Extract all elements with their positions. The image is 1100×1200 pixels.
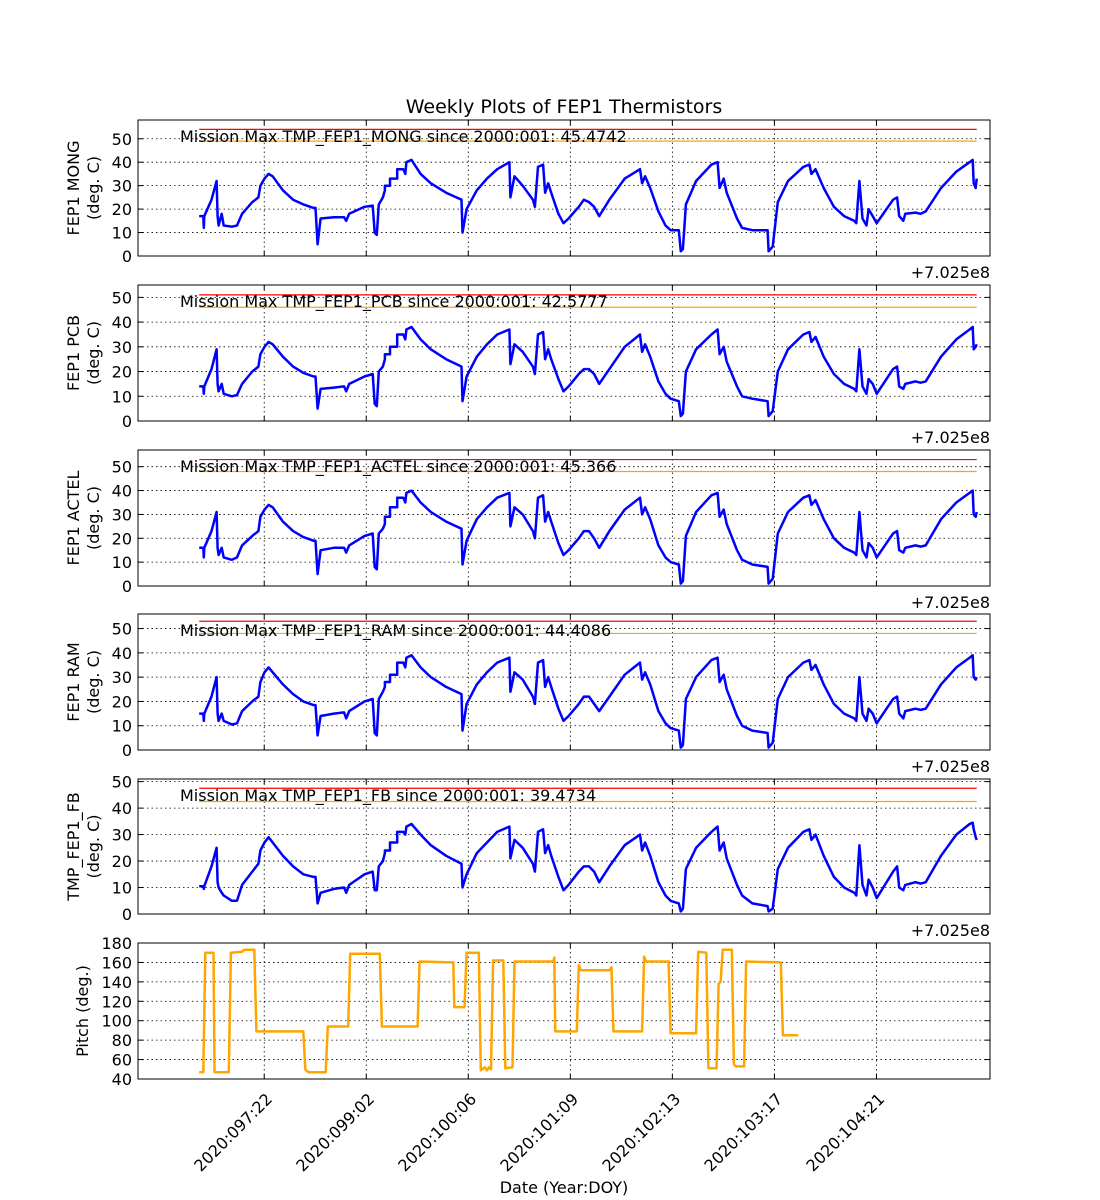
y-tick-label: 120 [101, 992, 132, 1011]
y-tick-label: 40 [112, 313, 132, 332]
y-tick-label: 50 [112, 620, 132, 639]
y-tick-label: 50 [112, 773, 132, 792]
y-tick-label: 50 [112, 288, 132, 307]
x-axis-label: Date (Year:DOY) [500, 1178, 629, 1197]
mission-max-annotation: Mission Max TMP_FEP1_MONG since 2000:001… [180, 127, 627, 147]
y-axis-label: FEP1 PCB [64, 315, 83, 391]
subplot-panels: 0 10 20 30 40 50 Mission Max TMP_FEP1_MONG sin… [64, 119, 991, 1089]
series-line-1 [199, 489, 978, 585]
axes-frame [137, 942, 991, 1080]
y-tick-label: 0 [122, 741, 132, 760]
y-axis-label: FEP1 ACTEL [64, 470, 83, 565]
y-tick-label: 0 [122, 577, 132, 596]
y-tick-label: 10 [112, 553, 132, 572]
y-axis-unit-label: (deg. C) [84, 321, 103, 385]
y-axis-unit-label: (deg. C) [84, 815, 103, 879]
y-tick-label: 0 [122, 905, 132, 924]
y-tick-label: 30 [112, 177, 132, 196]
subplot-1: 0 10 20 30 40 50 Mission Max TMP_FEP1_MONG sin… [64, 119, 991, 282]
mission-max-annotation: Mission Max TMP_FEP1_RAM since 2000:001:… [180, 621, 611, 641]
y-tick-label: 30 [112, 505, 132, 524]
subplot-5: 0 10 20 30 40 50 Mission Max TMP_FEP1_FB since… [64, 773, 991, 940]
x-tick-label: 2020:101:09 [496, 1089, 582, 1175]
x-tick-label: 2020:104:21 [802, 1089, 888, 1175]
y-tick-label: 60 [112, 1051, 132, 1070]
y-tick-label: 30 [112, 338, 132, 357]
y-tick-label: 10 [112, 387, 132, 406]
x-tick-label: 2020:099:02 [292, 1089, 378, 1175]
y-tick-label: 40 [112, 1070, 132, 1089]
y-axis-label: FEP1 MONG [64, 141, 83, 236]
offset-label: +7.025e8 [911, 428, 990, 447]
y-axis-label: TMP_FEP1_FB [64, 792, 84, 902]
axes-frame [137, 613, 991, 751]
offset-label: +7.025e8 [911, 263, 990, 282]
y-axis-label: FEP1 RAM [64, 642, 83, 721]
y-tick-label: 10 [112, 717, 132, 736]
y-tick-label: 20 [112, 529, 132, 548]
y-tick-label: 140 [101, 973, 132, 992]
y-tick-label: 30 [112, 826, 132, 845]
y-tick-label: 20 [112, 692, 132, 711]
x-axis-tick-labels: 2020:097:22 2020:099:02 2020:100:06 2020:10… [190, 1089, 888, 1175]
y-axis-unit-label: (deg. C) [84, 486, 103, 550]
offset-label: +7.025e8 [911, 757, 990, 776]
figure-title: Weekly Plots of FEP1 Thermistors [406, 96, 723, 118]
axes-frame [137, 449, 991, 587]
y-tick-label: 40 [112, 644, 132, 663]
y-tick-label: 10 [112, 879, 132, 898]
y-axis-unit-label: (deg. C) [84, 650, 103, 714]
x-tick-label: 2020:100:06 [394, 1089, 480, 1175]
mission-max-annotation: Mission Max TMP_FEP1_ACTEL since 2000:00… [180, 457, 616, 477]
y-tick-label: 10 [112, 224, 132, 243]
y-axis-label: Pitch (deg.) [73, 965, 92, 1057]
y-tick-label: 20 [112, 200, 132, 219]
mission-max-annotation: Mission Max TMP_FEP1_PCB since 2000:001:… [180, 292, 608, 312]
axes-frame [137, 778, 991, 915]
y-tick-label: 50 [112, 458, 132, 477]
axes-frame [137, 284, 991, 422]
y-tick-label: 80 [112, 1031, 132, 1050]
y-tick-label: 20 [112, 852, 132, 871]
y-tick-label: 40 [112, 799, 132, 818]
y-tick-label: 30 [112, 668, 132, 687]
series-line-1 [199, 158, 978, 253]
subplot-4: 0 10 20 30 40 50 Mission Max TMP_FEP1_RAM sinc… [64, 613, 991, 776]
x-tick-label: 2020:102:13 [598, 1089, 684, 1175]
subplot-3: 0 10 20 30 40 50 Mission Max TMP_FEP1_ACTEL si… [64, 449, 991, 612]
x-tick-label: 2020:097:22 [190, 1089, 276, 1175]
series-line-1 [199, 654, 978, 749]
y-tick-label: 40 [112, 482, 132, 501]
y-tick-label: 50 [112, 130, 132, 149]
subplot-2: 0 10 20 30 40 50 Mission Max TMP_FEP1_PCB sinc… [64, 284, 991, 447]
offset-label: +7.025e8 [911, 593, 990, 612]
offset-label: +7.025e8 [911, 921, 990, 940]
y-tick-label: 0 [122, 247, 132, 266]
y-tick-label: 40 [112, 153, 132, 172]
y-tick-label: 0 [122, 412, 132, 431]
series-line-1 [199, 325, 978, 418]
x-tick-label: 2020:103:17 [700, 1089, 786, 1175]
mission-max-annotation: Mission Max TMP_FEP1_FB since 2000:001: … [180, 786, 596, 806]
series-line-1 [199, 821, 978, 913]
y-tick-label: 180 [101, 934, 132, 953]
y-tick-label: 100 [101, 1012, 132, 1031]
y-tick-label: 160 [101, 953, 132, 972]
series-line-1 [199, 948, 799, 1074]
axes-frame [137, 119, 991, 257]
y-axis-unit-label: (deg. C) [84, 156, 103, 220]
y-tick-label: 20 [112, 363, 132, 382]
